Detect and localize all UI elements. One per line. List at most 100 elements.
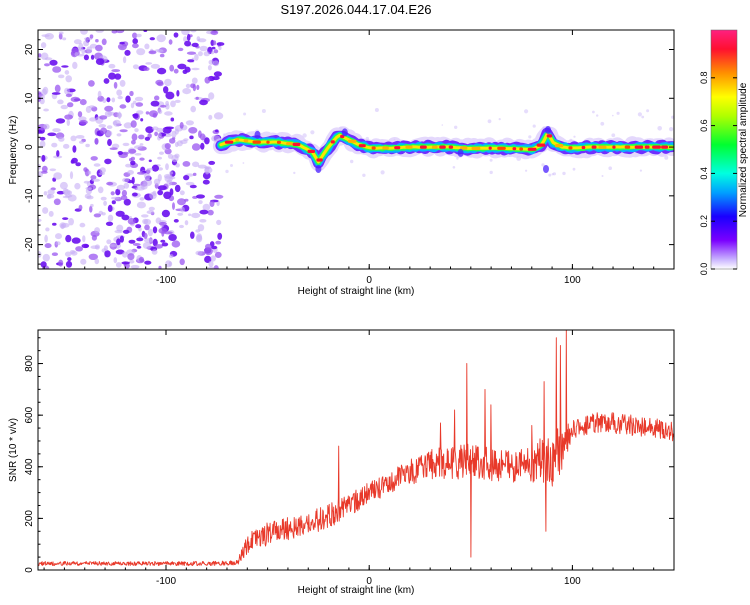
noise-speck [191,67,200,71]
noise-speck [148,50,157,55]
noise-speck [149,37,155,41]
noise-speck [90,175,97,180]
snr-series-line [38,330,674,567]
noise-speck [157,174,162,182]
noise-speck [148,159,152,163]
noise-speck [119,41,125,45]
noise-speck [134,145,143,150]
noise-speck [144,224,150,231]
noise-speck [88,105,96,109]
noise-speck [94,227,100,234]
noise-speck [174,99,181,103]
noise-speck [156,34,166,43]
noise-speck [85,143,90,148]
noise-speck [125,163,132,168]
noise-speck [119,104,127,109]
faint-speck [611,133,616,138]
noise-speck [122,142,130,147]
noise-speck [164,111,173,116]
noise-speck [169,171,174,175]
noise-speck [62,188,69,195]
noise-speck [127,253,135,261]
noise-speck [74,52,79,57]
y-tick-label: -10 [24,188,35,203]
noise-speck [44,243,52,249]
noise-speck [179,190,185,196]
noise-speck [64,251,72,257]
noise-speck [105,221,114,226]
noise-speck [208,59,214,65]
noise-speck [65,260,73,268]
ridge-peak [419,145,427,149]
noise-speck [58,259,64,267]
noise-speck [177,47,184,52]
noise-speck [194,53,199,61]
faint-speck [669,127,674,132]
noise-speck [97,90,102,98]
noise-speck [78,42,84,51]
faint-speck [242,162,245,164]
noise-speck [89,34,94,39]
noise-speck [79,99,87,106]
ridge-peak [634,145,644,149]
faint-speck [664,155,669,160]
faint-speck [572,167,576,171]
noise-speck [115,262,122,268]
noise-speck [39,140,46,148]
noise-speck [146,167,154,171]
noise-speck [165,91,175,100]
noise-speck [176,90,180,97]
noise-speck [208,260,214,268]
ridge-peak [382,146,389,150]
noise-speck [191,77,198,84]
noise-speck [39,136,46,141]
ridge-lobe [254,130,261,139]
noise-speck [188,213,192,217]
noise-speck [71,157,78,164]
noise-speck [171,240,181,248]
noise-speck [110,191,115,196]
noise-speck [138,134,145,140]
noise-speck [53,155,63,159]
noise-speck [45,227,50,232]
noise-speck [104,158,112,165]
noise-speck [93,163,101,167]
faint-speck [641,115,645,119]
noise-speck [87,170,92,175]
ridge-lobe [543,165,549,173]
noise-speck [191,42,199,48]
noise-speck [213,265,219,269]
noise-speck [186,33,191,42]
noise-speck [42,207,49,214]
noise-speck [192,83,197,92]
noise-speck [134,128,139,133]
ridge-lobe [457,148,464,157]
ridge-lobe [545,126,551,134]
noise-speck [182,69,188,75]
noise-speck [135,224,142,229]
noise-speck [164,78,172,87]
noise-speck [116,238,121,246]
noise-speck [196,36,201,42]
noise-speck [100,196,107,201]
noise-speck [122,56,127,64]
noise-speck [86,46,93,54]
noise-speck [113,257,118,264]
noise-speck [116,184,125,191]
noise-speck [159,53,165,58]
noise-speck [136,237,144,242]
noise-speck [131,133,138,141]
x-tick-label: 100 [564,275,581,286]
noise-speck [70,96,81,103]
y-tick-label: 600 [24,406,35,423]
noise-speck [51,252,59,256]
noise-speck [115,210,125,217]
noise-speck [40,52,49,60]
noise-speck [95,30,104,33]
noise-speck [58,74,65,79]
noise-speck [199,219,207,223]
spectrogram-x-ticks: -100 0 100 [43,30,675,286]
noise-speck [198,130,202,138]
noise-speck [41,154,46,162]
noise-speck [113,81,118,89]
